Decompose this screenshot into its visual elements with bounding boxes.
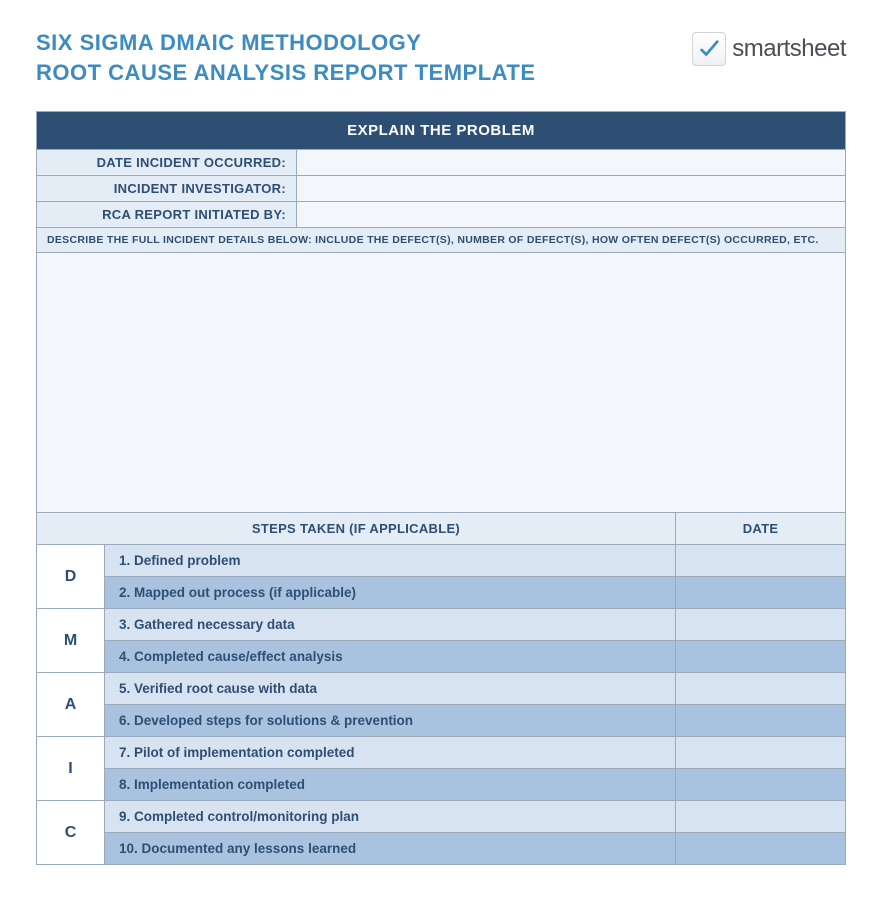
step-9-date[interactable] [676,801,846,833]
step-6-text: 6. Developed steps for solutions & preve… [105,705,676,737]
title-line-2: ROOT CAUSE ANALYSIS REPORT TEMPLATE [36,60,536,85]
page-title: SIX SIGMA DMAIC METHODOLOGY ROOT CAUSE A… [36,28,536,87]
step-3-text: 3. Gathered necessary data [105,609,676,641]
title-line-1: SIX SIGMA DMAIC METHODOLOGY [36,30,421,55]
phase-letter-m: M [37,609,105,673]
step-8-date[interactable] [676,769,846,801]
phase-letter-c: C [37,801,105,865]
step-5-text: 5. Verified root cause with data [105,673,676,705]
label-investigator: INCIDENT INVESTIGATOR: [37,176,297,202]
step-4-date[interactable] [676,641,846,673]
date-header-text: DATE [676,513,846,545]
checkmark-icon [692,32,726,66]
phase-letter-d: D [37,545,105,609]
step-2-text: 2. Mapped out process (if applicable) [105,577,676,609]
step-7-date[interactable] [676,737,846,769]
step-2-date[interactable] [676,577,846,609]
steps-header-text: STEPS TAKEN (IF APPLICABLE) [37,513,676,545]
label-date-occurred: DATE INCIDENT OCCURRED: [37,150,297,176]
brand-name: smartsheet [732,35,846,63]
steps-table: STEPS TAKEN (IF APPLICABLE) DATE D 1. De… [36,512,846,865]
phase-letter-a: A [37,673,105,737]
explain-problem-table: EXPLAIN THE PROBLEM DATE INCIDENT OCCURR… [36,111,846,513]
label-initiated-by: RCA REPORT INITIATED BY: [37,202,297,228]
incident-details-field[interactable] [37,253,846,513]
step-1-date[interactable] [676,545,846,577]
header-row: SIX SIGMA DMAIC METHODOLOGY ROOT CAUSE A… [36,28,846,87]
step-7-text: 7. Pilot of implementation completed [105,737,676,769]
input-date-occurred[interactable] [297,150,846,176]
step-5-date[interactable] [676,673,846,705]
input-initiated-by[interactable] [297,202,846,228]
step-9-text: 9. Completed control/monitoring plan [105,801,676,833]
section1-instruction: DESCRIBE THE FULL INCIDENT DETAILS BELOW… [37,228,846,253]
step-8-text: 8. Implementation completed [105,769,676,801]
step-6-date[interactable] [676,705,846,737]
step-10-text: 10. Documented any lessons learned [105,833,676,865]
brand-logo: smartsheet [692,32,846,66]
section1-banner: EXPLAIN THE PROBLEM [37,112,846,150]
step-10-date[interactable] [676,833,846,865]
step-4-text: 4. Completed cause/effect analysis [105,641,676,673]
input-investigator[interactable] [297,176,846,202]
step-1-text: 1. Defined problem [105,545,676,577]
phase-letter-i: I [37,737,105,801]
step-3-date[interactable] [676,609,846,641]
